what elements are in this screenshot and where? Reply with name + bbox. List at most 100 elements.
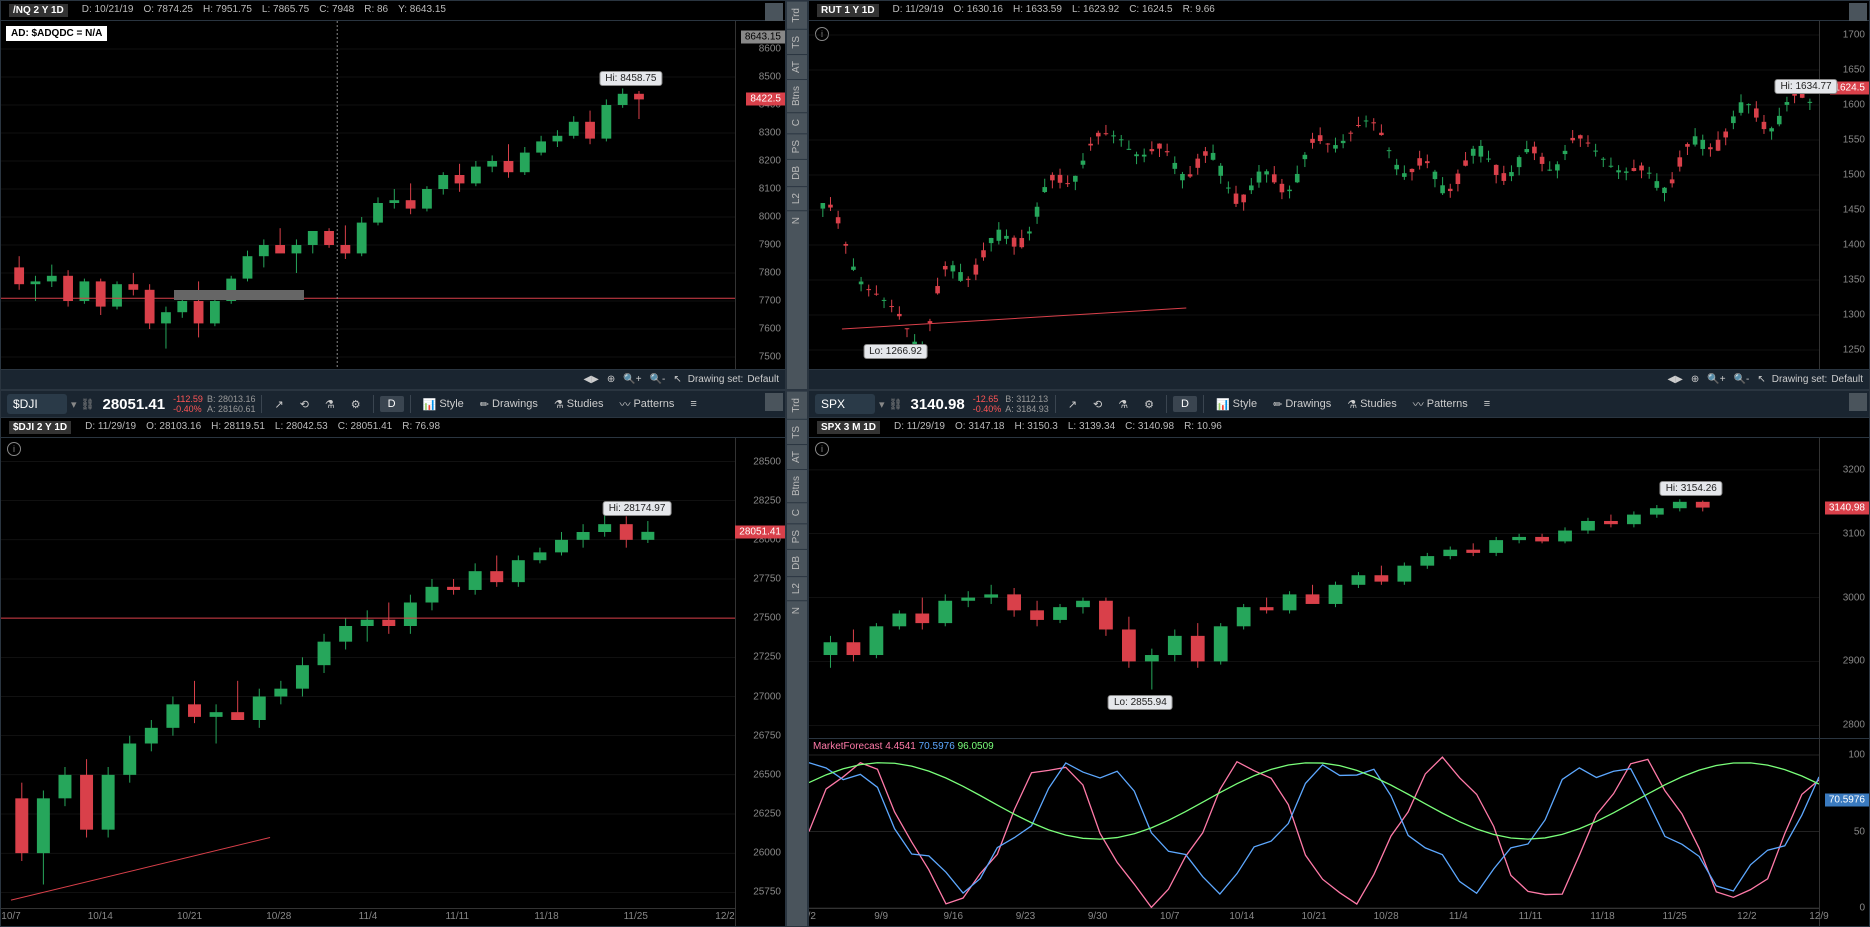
nq-open: O: 7874.25: [144, 4, 193, 17]
style-button[interactable]: 📊 Style: [417, 395, 470, 414]
dji-change-block: -112.59 -0.40%: [173, 394, 203, 414]
dropdown-icon[interactable]: ▾: [71, 398, 77, 411]
zoom-out-icon[interactable]: 🔍-: [1732, 372, 1752, 387]
zoom-out-icon[interactable]: 🔍-: [648, 372, 668, 387]
hi-label: Hi: 3154.26: [1660, 481, 1723, 496]
dji-title: $DJI 2 Y 1D: [9, 421, 71, 434]
sidebar-item-btns[interactable]: Btns: [787, 469, 807, 502]
sidebar-item-c[interactable]: C: [787, 502, 807, 522]
refresh-icon[interactable]: ⟲: [1087, 395, 1108, 414]
nq-date: D: 10/21/19: [82, 4, 134, 17]
flask-icon[interactable]: ⚗: [1112, 395, 1134, 414]
sidebar-item-ts[interactable]: TS: [787, 419, 807, 445]
zoom-in-icon[interactable]: 🔍+: [621, 372, 643, 387]
nq-ycoord: Y: 8643.15: [398, 4, 446, 17]
studies-button[interactable]: ⚗ Studies: [548, 395, 610, 414]
spx-bid: B: 3112.13: [1005, 394, 1049, 404]
timeframe-button[interactable]: D: [1173, 396, 1197, 412]
sidebar-item-btns[interactable]: Btns: [787, 79, 807, 112]
rut-range: R: 9.66: [1183, 4, 1215, 17]
dji-chart[interactable]: i 28500282502800027750275002725027000267…: [1, 438, 785, 926]
settings-icon[interactable]: [765, 393, 783, 411]
price-tag: 8422.5: [746, 92, 785, 105]
sidebar-item-at[interactable]: AT: [787, 54, 807, 79]
timeframe-button[interactable]: D: [380, 396, 404, 412]
sidebar-item-db[interactable]: DB: [787, 159, 807, 186]
dropdown-icon[interactable]: ▾: [879, 398, 885, 411]
spx-date: D: 11/29/19: [894, 421, 945, 434]
patterns-button[interactable]: 〰 Patterns: [1407, 393, 1474, 415]
settings-icon[interactable]: [1849, 3, 1867, 21]
settings-icon[interactable]: [765, 3, 783, 21]
spx-ask: A: 3184.93: [1005, 404, 1049, 414]
lo-label: Lo: 1266.92: [863, 344, 928, 359]
rut-ohlc-bar: RUT 1 Y 1D D: 11/29/19 O: 1630.16 H: 163…: [809, 1, 1869, 21]
drawings-button[interactable]: ✏ Drawings: [474, 395, 544, 414]
sidebar-item-trd[interactable]: Trd: [787, 1, 807, 29]
sidebar-item-ps[interactable]: PS: [787, 523, 807, 549]
dji-panel: $DJI ▾ ⛓ 28051.41 -112.59 -0.40% B: 2801…: [0, 390, 786, 927]
drawings-button[interactable]: ✏ Drawings: [1267, 395, 1337, 414]
drawing-set-value[interactable]: Default: [747, 374, 779, 385]
spx-open: O: 3147.18: [955, 421, 1004, 434]
symbol-input[interactable]: $DJI: [7, 394, 67, 414]
spx-price: 3140.98: [911, 396, 965, 413]
share-icon[interactable]: ↗: [268, 395, 289, 414]
sidebar-item-l2[interactable]: L2: [787, 576, 807, 600]
nq-bottom-toolbar: ◀▶ ⊕ 🔍+ 🔍- ↖ Drawing set: Default: [1, 369, 785, 389]
spx-panel: SPX ▾ ⛓ 3140.98 -12.65 -0.40% B: 3112.13…: [808, 390, 1870, 927]
nq-close: C: 7948: [319, 4, 354, 17]
spx-close: C: 3140.98: [1125, 421, 1174, 434]
sidebar-item-c[interactable]: C: [787, 112, 807, 132]
rut-open: O: 1630.16: [954, 4, 1003, 17]
sidebar-item-at[interactable]: AT: [787, 444, 807, 469]
gear-icon[interactable]: ⚙: [1138, 395, 1160, 414]
studies-button[interactable]: ⚗ Studies: [1341, 395, 1403, 414]
sidebar-item-db[interactable]: DB: [787, 549, 807, 576]
spx-change-block: -12.65 -0.40%: [973, 394, 1002, 414]
pointer-icon[interactable]: ↖: [1755, 372, 1767, 387]
dji-ask: A: 28160.61: [207, 404, 256, 414]
pointer-icon[interactable]: ↖: [671, 372, 683, 387]
flask-icon[interactable]: ⚗: [319, 395, 341, 414]
rut-bottom-toolbar: ◀▶ ⊕ 🔍+ 🔍- ↖ Drawing set: Default: [809, 369, 1869, 389]
spx-ohlc-bar: SPX 3 M 1D D: 11/29/19 O: 3147.18 H: 315…: [809, 418, 1869, 438]
spx-title: SPX 3 M 1D: [817, 421, 880, 434]
nq-chart[interactable]: AD: $ADQDC = N/A 86008500840083008200810…: [1, 21, 785, 389]
share-icon[interactable]: ↗: [1062, 395, 1083, 414]
patterns-button[interactable]: 〰 Patterns: [613, 393, 680, 415]
link-icon[interactable]: ⛓: [81, 398, 95, 411]
sidebar-item-trd[interactable]: Trd: [787, 391, 807, 419]
dji-price: 28051.41: [103, 396, 166, 413]
sidebar-item-l2[interactable]: L2: [787, 186, 807, 210]
sidebar-item-n[interactable]: N: [787, 600, 807, 620]
spx-indicator[interactable]: MarketForecast 4.4541 70.5976 96.0509 10…: [809, 738, 1869, 926]
symbol-input[interactable]: SPX: [815, 394, 875, 414]
dji-change: -112.59: [173, 394, 203, 404]
refresh-icon[interactable]: ⟲: [294, 395, 315, 414]
crosshair-icon[interactable]: ⊕: [1689, 372, 1701, 387]
sidebar-item-n[interactable]: N: [787, 210, 807, 230]
sidebar-item-ts[interactable]: TS: [787, 29, 807, 55]
drawing-set-value[interactable]: Default: [1831, 374, 1863, 385]
rut-close: C: 1624.5: [1129, 4, 1172, 17]
link-icon[interactable]: ⛓: [889, 398, 903, 411]
rut-chart[interactable]: i 17001650160015501500145014001350130012…: [809, 21, 1869, 389]
pan-left-icon[interactable]: ◀▶: [581, 372, 600, 387]
zoom-in-icon[interactable]: 🔍+: [1705, 372, 1727, 387]
spx-high: H: 3150.3: [1014, 421, 1057, 434]
gear-icon[interactable]: ⚙: [345, 395, 367, 414]
style-button[interactable]: 📊 Style: [1210, 395, 1263, 414]
pan-left-icon[interactable]: ◀▶: [1665, 372, 1684, 387]
spx-toolbar: SPX ▾ ⛓ 3140.98 -12.65 -0.40% B: 3112.13…: [809, 391, 1869, 418]
spx-chart[interactable]: i 320031003000290028003140.98Hi: 3154.26…: [809, 438, 1869, 738]
spx-low: L: 3139.34: [1068, 421, 1115, 434]
settings-icon[interactable]: [1849, 393, 1867, 411]
menu-icon[interactable]: ≡: [684, 395, 702, 413]
crosshair-icon[interactable]: ⊕: [605, 372, 617, 387]
rut-panel: RUT 1 Y 1D D: 11/29/19 O: 1630.16 H: 163…: [808, 0, 1870, 390]
nq-panel: /NQ 2 Y 1D D: 10/21/19 O: 7874.25 H: 795…: [0, 0, 786, 390]
rut-high: H: 1633.59: [1013, 4, 1062, 17]
menu-icon[interactable]: ≡: [1478, 395, 1496, 413]
sidebar-item-ps[interactable]: PS: [787, 133, 807, 159]
